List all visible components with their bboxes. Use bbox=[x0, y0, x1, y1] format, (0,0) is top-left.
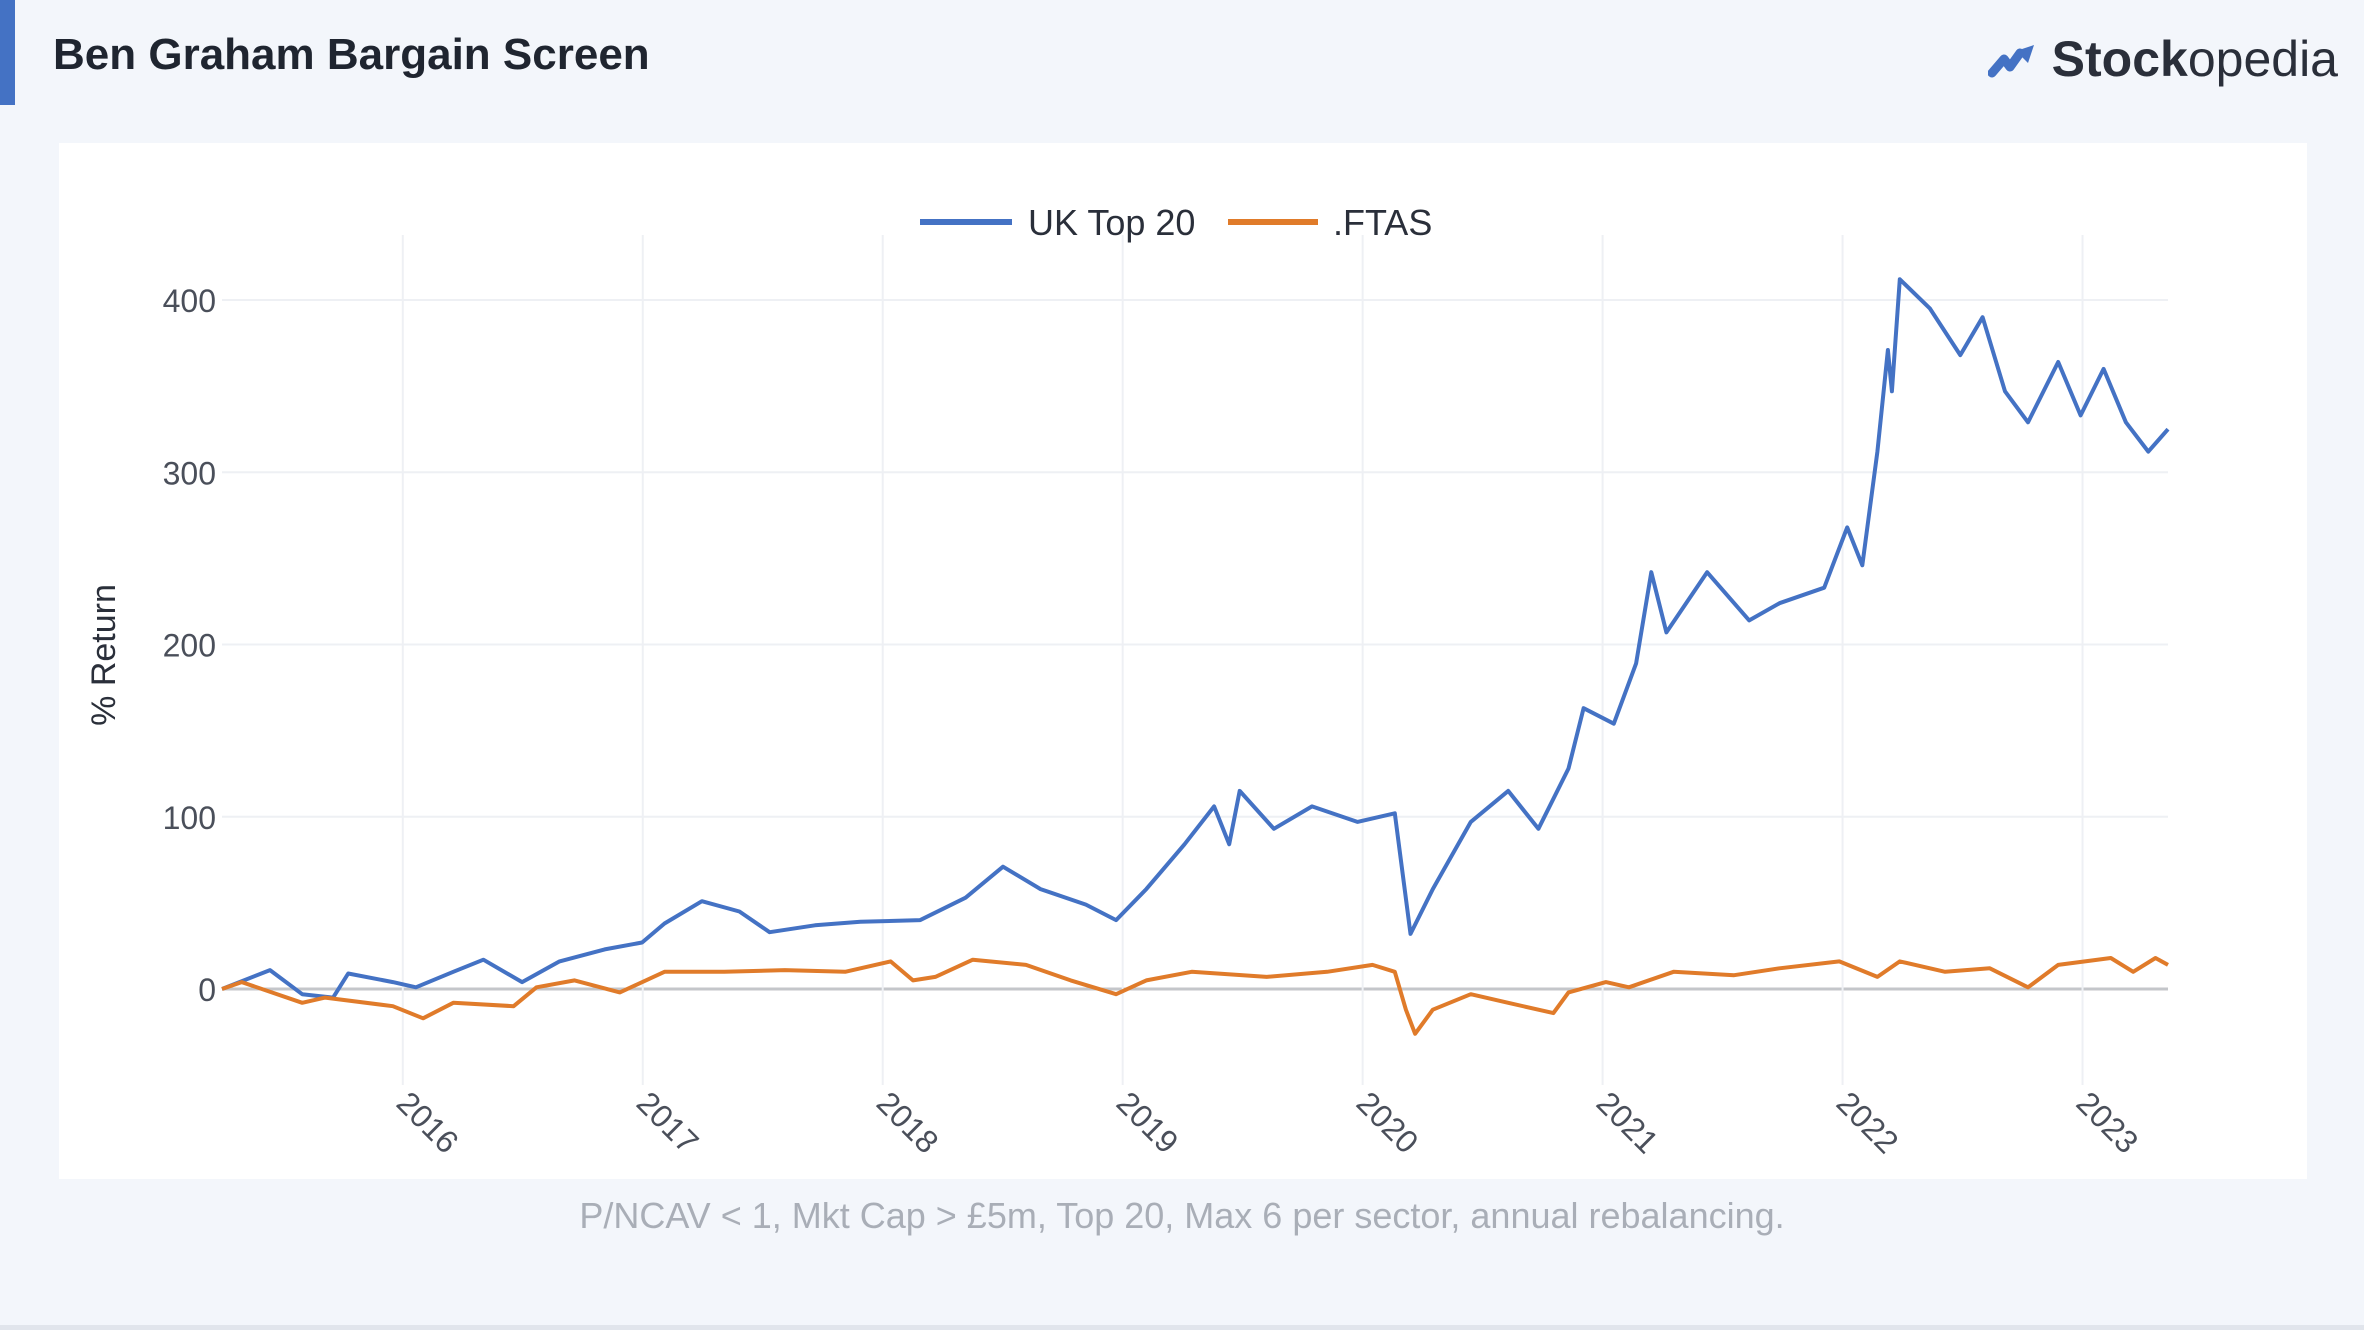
series-line-uk-top-20 bbox=[221, 277, 2170, 1000]
x-tick-label: 2018 bbox=[870, 1084, 946, 1160]
bottom-divider bbox=[0, 1325, 2364, 1330]
y-axis-label: % Return bbox=[85, 584, 123, 726]
legend-label-uk-top-20[interactable]: UK Top 20 bbox=[1028, 202, 1195, 243]
screen-criteria-note: P/NCAV < 1, Mkt Cap > £5m, Top 20, Max 6… bbox=[579, 1195, 1785, 1236]
x-tick-label: 2023 bbox=[2070, 1084, 2146, 1160]
series-line-ftas bbox=[221, 956, 2169, 1036]
x-tick-label: 2022 bbox=[1830, 1084, 1906, 1160]
x-tick-label: 2020 bbox=[1350, 1084, 1426, 1160]
logo-text-light: opedia bbox=[2187, 31, 2338, 87]
logo-text-bold: Stock bbox=[2051, 31, 2188, 87]
y-tick-label: 200 bbox=[163, 628, 216, 664]
x-tick-label: 2019 bbox=[1110, 1084, 1186, 1160]
x-tick-label: 2017 bbox=[630, 1084, 706, 1160]
legend-label-ftas[interactable]: .FTAS bbox=[1333, 202, 1432, 243]
stockopedia-logo[interactable]: Stock opedia bbox=[1987, 30, 2338, 88]
y-tick-label: 0 bbox=[198, 972, 216, 1008]
x-tick-label: 2016 bbox=[390, 1084, 466, 1160]
x-tick-label: 2021 bbox=[1590, 1084, 1666, 1160]
y-tick-label: 300 bbox=[163, 455, 216, 491]
y-tick-label: 400 bbox=[163, 283, 216, 319]
page-title: Ben Graham Bargain Screen bbox=[53, 30, 650, 79]
legend: UK Top 20 .FTAS bbox=[920, 202, 1432, 243]
y-tick-label: 100 bbox=[163, 800, 216, 836]
header-accent-bar bbox=[0, 0, 15, 105]
logo-chart-icon bbox=[1987, 45, 2034, 78]
